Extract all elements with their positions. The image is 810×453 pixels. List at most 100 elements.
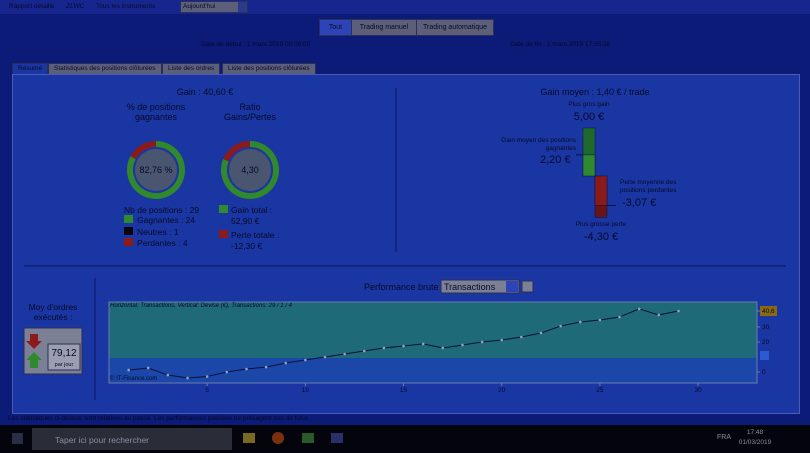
x-tick-label: 15 <box>400 387 408 394</box>
max-loss: -4,30 € <box>583 231 619 243</box>
dropdown-arrow[interactable] <box>238 2 247 12</box>
gain-total-title: Gain : 40,60 € <box>176 87 234 97</box>
y-tick-highlight <box>760 306 777 317</box>
taskbar: Taper ici pour rechercher FRA 17:48 01/0… <box>0 425 810 453</box>
legend-swatch <box>124 215 133 223</box>
start-button[interactable] <box>12 433 23 444</box>
avg-loss-label: Perte moyenne des positions perdantes <box>620 179 677 194</box>
point <box>127 368 130 372</box>
y-tick-label: 40,6 <box>762 308 775 315</box>
avg-gain-label: Gain moyen des positions gagnantes <box>501 137 576 152</box>
plot-frame <box>108 301 758 384</box>
win-rate: 82,76 % <box>139 165 173 175</box>
period-select[interactable]: Aujourd'hui <box>180 1 248 13</box>
legend-swatch <box>124 227 133 235</box>
ratio-title: Ratio Gains/Pertes <box>223 102 277 122</box>
positions-count: Nb de positions : 29 <box>124 205 200 215</box>
app-icon[interactable] <box>243 433 255 443</box>
performance-select[interactable] <box>440 279 520 294</box>
y-tick-label: 20 <box>762 339 770 346</box>
average-bar <box>582 154 596 177</box>
point <box>225 370 229 374</box>
start-date: 1 mars 2019 00:00:00 <box>247 41 311 48</box>
search-placeholder: Taper ici pour rechercher <box>55 435 150 445</box>
dropdown-arrow[interactable] <box>506 281 518 292</box>
mode-tab[interactable]: Trading manuel <box>351 19 417 36</box>
x-tick-label: 30 <box>694 387 702 394</box>
point <box>520 335 523 339</box>
loss-total-label: Perte totale : <box>231 230 280 240</box>
point <box>637 307 641 311</box>
point <box>441 346 445 350</box>
max-loss-label: Plus grosse perte <box>575 221 627 228</box>
y-tick-label: 0 <box>762 369 766 376</box>
losers-count: Perdantes : 4 <box>137 238 188 248</box>
legend-swatch <box>219 205 228 213</box>
x-tick-label: 10 <box>302 387 310 394</box>
point <box>539 331 543 335</box>
disclaimer: Les statistiques ci-dessus sont relative… <box>8 415 310 422</box>
win-rate-title: % de positions gagnantes <box>126 102 186 122</box>
loss-total: -12,30 € <box>231 241 263 251</box>
point <box>402 344 405 348</box>
point <box>362 349 366 353</box>
plot-zone-upper <box>109 302 757 358</box>
x-tick-label: 5 <box>205 387 209 394</box>
orders-value: 79,12 <box>51 348 77 359</box>
point <box>421 342 425 346</box>
max-gain: 5,00 € <box>573 111 605 123</box>
ratio-arc <box>221 141 279 199</box>
point <box>382 346 386 350</box>
account[interactable]: ZLWC <box>66 3 85 10</box>
app-icon[interactable] <box>331 433 343 443</box>
point <box>618 315 621 319</box>
mode-tab[interactable]: Trading automatique <box>416 19 494 36</box>
period-value: Aujourd'hui <box>183 3 216 10</box>
language[interactable]: FRA <box>717 434 731 441</box>
ratio: 4,30 <box>241 165 259 175</box>
max-gain-label: Plus gros gain <box>568 101 610 108</box>
legend-swatch <box>124 238 133 246</box>
point <box>343 352 346 356</box>
app-icon[interactable] <box>302 433 314 443</box>
orders-value-box <box>47 343 81 371</box>
orders-unit: par jour <box>54 362 74 368</box>
avg-gain: 2,20 € <box>540 154 571 166</box>
performance-select-value: Transactions <box>444 282 496 292</box>
orders-title: Moy d'ordres exécutés : <box>28 302 78 322</box>
scale-marker <box>760 351 769 360</box>
point <box>461 343 464 347</box>
report-title: Rapport détaillé <box>9 3 55 10</box>
start-date-label: Date de début : <box>201 41 246 48</box>
point <box>245 367 248 371</box>
chart-subtitle: Horizontal: Transactions, Vertical: Devi… <box>110 303 292 309</box>
chart-credit: © IT-Finance.com <box>110 376 158 382</box>
search-box[interactable]: Taper ici pour rechercher <box>32 428 232 450</box>
clock-date[interactable]: 01/03/2019 <box>738 439 772 446</box>
settings-button[interactable] <box>521 280 534 293</box>
performance-title: Performance brute <box>364 282 439 292</box>
neutral-count: Neutres : 1 <box>137 227 179 237</box>
point <box>677 309 680 313</box>
point <box>205 375 209 378</box>
app-icon[interactable] <box>272 432 284 444</box>
winners-count: Gagnantes : 24 <box>137 215 196 225</box>
x-tick-label: 25 <box>596 387 604 394</box>
point <box>264 365 268 369</box>
gain-total-label: Gain total : <box>231 205 273 215</box>
point <box>284 361 288 365</box>
instruments-filter[interactable]: Tous les instruments <box>96 3 156 10</box>
up-arrow-icon <box>26 352 42 368</box>
clock-time[interactable]: 17:48 <box>746 429 764 436</box>
point <box>166 373 170 377</box>
point <box>559 324 562 328</box>
donut-center <box>229 149 271 191</box>
point <box>578 320 582 324</box>
point <box>146 366 150 370</box>
point <box>657 313 661 317</box>
point <box>500 338 504 342</box>
donut-center <box>135 149 177 191</box>
x-tick-label: 20 <box>498 387 506 394</box>
